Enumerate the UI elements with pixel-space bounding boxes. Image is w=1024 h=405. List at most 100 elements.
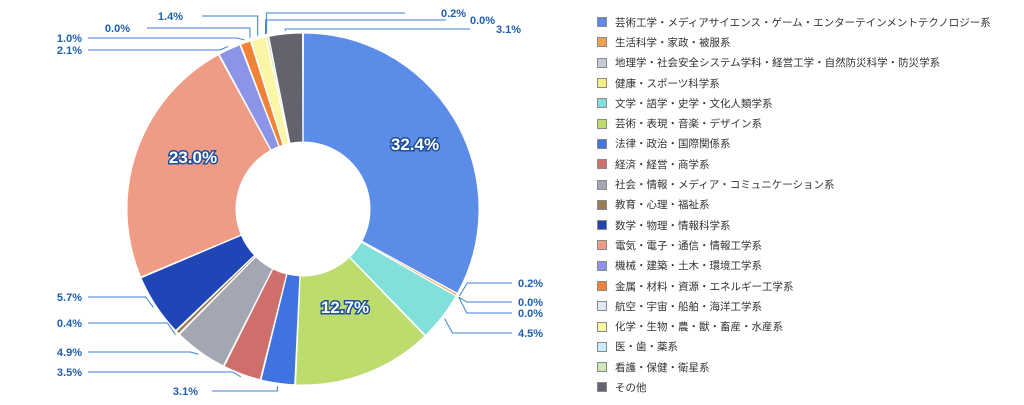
legend-label: 生活科学・家政・被服系	[615, 36, 731, 49]
slice-0	[302, 32, 480, 295]
legend-item: 生活科学・家政・被服系	[597, 32, 1017, 52]
legend-item: その他	[597, 377, 1017, 397]
legend-swatch	[597, 240, 607, 251]
legend-label: 機械・建築・土木・環境工学系	[615, 260, 762, 273]
legend-item: 社会・情報・メディア・コミュニケーション系	[597, 174, 1017, 194]
legend-item: 電気・電子・通信・情報工学系	[597, 235, 1017, 255]
slice-5	[295, 256, 426, 386]
slice-label-17: 0.2%	[441, 8, 466, 20]
legend-swatch	[597, 78, 607, 89]
legend-label: 芸術工学・メディアサイエンス・ゲーム・エンターテインメントテクノロジー系	[615, 16, 991, 29]
slice-label-10: 5.7%	[57, 292, 82, 304]
legend-item: 看護・保健・衛星系	[597, 357, 1017, 377]
legend-item: 芸術・表現・音楽・デザイン系	[597, 113, 1017, 133]
legend-label: 電気・電子・通信・情報工学系	[615, 239, 762, 252]
legend-swatch	[597, 341, 607, 352]
legend-label: 地理学・社会安全システム学科・経営工学・自然防災科学・防災学系	[615, 57, 941, 70]
leader-line-6	[212, 386, 278, 392]
legend-swatch	[597, 159, 607, 170]
legend-swatch	[597, 138, 607, 149]
legend-item: 健康・スポーツ科学系	[597, 73, 1017, 93]
slice-label-15: 1.4%	[158, 11, 183, 23]
slice-label-6: 3.1%	[173, 386, 198, 398]
slice-label-2: 0.0%	[518, 297, 543, 309]
leader-line-17	[266, 12, 405, 34]
leader-line-7	[88, 371, 242, 378]
leader-line-15	[202, 15, 259, 36]
legend-label: 教育・心理・福祉系	[615, 199, 710, 212]
legend-swatch	[597, 260, 607, 271]
legend-item: 航空・宇宙・船舶・海洋工学系	[597, 296, 1017, 316]
legend-label: 看護・保健・衛星系	[615, 361, 710, 374]
legend-swatch	[597, 179, 607, 190]
leader-line-14	[147, 27, 251, 39]
legend-item: 機械・建築・土木・環境工学系	[597, 256, 1017, 276]
slice-label-14: 0.0%	[105, 23, 130, 35]
legend-swatch	[597, 118, 607, 129]
legend-swatch	[597, 281, 607, 291]
leader-line-2	[458, 296, 512, 303]
slice-label-3: 0.0%	[518, 308, 543, 320]
leader-line-10	[88, 296, 154, 308]
leader-line-1	[458, 282, 512, 297]
slice-11	[126, 54, 272, 278]
legend-swatch	[597, 37, 607, 48]
slice-label-9: 0.4%	[57, 318, 82, 330]
legend-swatch	[597, 57, 607, 68]
legend-item: 文学・語学・史学・文化人類学系	[597, 93, 1017, 113]
slice-label-1: 0.2%	[518, 278, 543, 290]
legend-swatch	[597, 382, 607, 393]
legend-label: 金属・材料・資源・エネルギー工学系	[615, 280, 794, 293]
slice-label-8: 4.9%	[57, 347, 82, 359]
legend-label: 芸術・表現・音楽・デザイン系	[615, 118, 762, 131]
slice-label-0: 32.4%	[391, 135, 439, 154]
slice-10	[140, 234, 256, 332]
legend-item: 地理学・社会安全システム学科・経営工学・自然防災科学・防災学系	[597, 53, 1017, 73]
slice-8	[178, 256, 274, 367]
legend-label: 社会・情報・メディア・コミュニケーション系	[615, 179, 835, 192]
slice-18	[268, 32, 304, 144]
legend-item: 金属・材料・資源・エネルギー工学系	[597, 276, 1017, 296]
legend-label: 医・歯・薬系	[615, 341, 678, 354]
slice-label-16: 0.0%	[470, 15, 495, 27]
leader-line-16	[264, 19, 446, 34]
legend-swatch	[597, 362, 607, 373]
slice-label-13: 1.0%	[57, 33, 82, 45]
leader-line-18	[284, 28, 470, 31]
leader-line-12	[88, 45, 229, 51]
legend-swatch	[597, 321, 607, 332]
legend-label: その他	[615, 381, 647, 394]
leader-line-4	[444, 318, 512, 334]
legend-swatch	[597, 220, 607, 231]
legend-swatch	[597, 17, 607, 28]
label-layer: 32.4%0.2%0.0%0.0%4.5%12.7%3.1%3.5%4.9%0.…	[57, 8, 543, 398]
legend-item: 数学・物理・情報科学系	[597, 215, 1017, 235]
legend-item: 医・歯・薬系	[597, 337, 1017, 357]
slice-label-7: 3.5%	[57, 367, 82, 379]
legend-label: 健康・スポーツ科学系	[615, 77, 720, 90]
legend-label: 経済・経営・商学系	[615, 158, 710, 171]
legend-label: 航空・宇宙・船舶・海洋工学系	[615, 300, 762, 313]
legend-label: 化学・生物・農・獣・畜産・水産系	[615, 321, 783, 334]
legend-swatch	[597, 301, 607, 312]
leader-line-13	[88, 37, 245, 41]
slice-label-12: 2.1%	[57, 45, 82, 57]
legend-label: 法律・政治・国際関係系	[615, 138, 731, 151]
slice-label-18: 3.1%	[496, 24, 521, 36]
leader-line-8	[88, 351, 199, 355]
legend-item: 教育・心理・福祉系	[597, 195, 1017, 215]
slice-label-4: 4.5%	[518, 328, 543, 340]
slice-layer	[126, 32, 480, 386]
legend-swatch	[597, 98, 607, 109]
legend-item: 化学・生物・農・獣・畜産・水産系	[597, 316, 1017, 336]
slice-label-11: 23.0%	[169, 148, 217, 167]
legend-item: 法律・政治・国際関係系	[597, 134, 1017, 154]
legend-label: 数学・物理・情報科学系	[615, 219, 731, 232]
legend-swatch	[597, 199, 607, 210]
legend: 芸術工学・メディアサイエンス・ゲーム・エンターテインメントテクノロジー系 生活科学…	[597, 12, 1017, 398]
slice-label-5: 12.7%	[321, 298, 369, 317]
leader-layer	[88, 12, 512, 392]
leader-line-9	[88, 322, 176, 335]
slice-4	[348, 241, 457, 337]
